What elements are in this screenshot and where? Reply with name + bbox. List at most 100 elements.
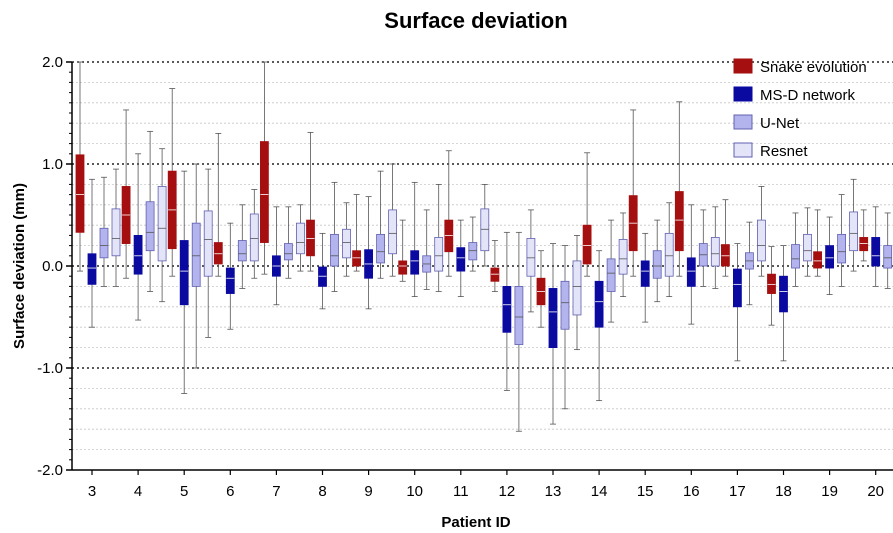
box-body	[514, 285, 524, 345]
box-8	[342, 202, 351, 277]
box-4	[145, 130, 155, 292]
box-15	[652, 219, 662, 303]
box-11	[468, 216, 478, 272]
x-tick-label: 18	[775, 483, 792, 500]
box-body	[526, 238, 536, 277]
box-body	[837, 233, 846, 264]
box-body	[237, 240, 247, 262]
legend-swatch	[733, 86, 753, 102]
grid-lines	[72, 61, 893, 451]
box-body	[813, 251, 822, 269]
box-18	[767, 246, 776, 326]
series-ms-d-network	[87, 153, 881, 425]
box-body	[572, 260, 582, 316]
box-13	[536, 250, 546, 328]
box-body	[179, 240, 189, 306]
box-body	[376, 233, 386, 264]
x-tick-label: 7	[272, 483, 280, 500]
legend-label: MS-D network	[760, 87, 856, 104]
box-7	[271, 206, 281, 306]
box-6	[237, 204, 247, 289]
x-tick-label: 19	[821, 483, 838, 500]
box-9	[352, 194, 362, 272]
box-12	[526, 209, 536, 313]
x-tick-label: 13	[545, 483, 562, 500]
box-13	[560, 245, 570, 410]
box-10	[410, 181, 420, 298]
x-tick-label: 20	[867, 483, 884, 500]
box-body	[779, 275, 788, 313]
box-13	[548, 243, 558, 425]
box-11	[444, 150, 454, 277]
box-10	[398, 219, 408, 282]
box-body	[594, 280, 604, 328]
y-tick-label: 1.0	[42, 156, 63, 173]
box-body	[883, 245, 893, 269]
box-19	[813, 209, 822, 277]
box-body	[606, 258, 616, 292]
box-4	[133, 153, 143, 321]
x-tick-label: 6	[226, 483, 234, 500]
box-20	[871, 206, 881, 287]
box-body	[283, 243, 293, 261]
x-tick-label: 16	[683, 483, 700, 500]
box-14	[582, 152, 592, 277]
box-18	[791, 212, 800, 287]
axes	[71, 62, 893, 471]
box-8	[318, 232, 327, 310]
box-body	[803, 233, 812, 262]
legend-item: MS-D network	[733, 86, 856, 104]
box-body	[652, 250, 662, 279]
box-16	[698, 209, 708, 287]
box-9	[376, 170, 386, 279]
box-4	[157, 148, 167, 303]
series-snake-evolution	[75, 61, 869, 328]
box-body	[306, 219, 315, 257]
box-body	[674, 191, 684, 252]
box-12	[514, 231, 524, 432]
box-13	[572, 234, 582, 351]
box-5	[179, 170, 189, 394]
box-body	[249, 213, 259, 262]
box-15	[664, 202, 674, 298]
box-3	[87, 178, 97, 328]
box-5	[191, 163, 201, 369]
chart-title: Surface deviation	[384, 8, 567, 33]
legend-swatch	[733, 114, 753, 130]
box-body	[721, 244, 730, 267]
x-tick-label: 14	[591, 483, 608, 500]
box-body	[490, 267, 500, 282]
box-body	[733, 268, 742, 308]
box-14	[594, 250, 604, 402]
box-16	[710, 206, 720, 289]
y-axis-ticks: 2.0 1.0 0.0 -1.0 -2.0	[37, 54, 72, 479]
x-tick-label: 9	[364, 483, 372, 500]
x-tick-label: 17	[729, 483, 746, 500]
box-10	[434, 183, 444, 292]
box-4	[121, 109, 131, 279]
box-body	[87, 253, 97, 285]
box-body	[859, 237, 869, 252]
box-body	[259, 141, 269, 243]
legend-item: U-Net	[733, 114, 800, 132]
box-body	[342, 228, 351, 259]
y-axis-label: Surface deviation (mm)	[11, 183, 28, 349]
legend-item: Resnet	[733, 142, 808, 160]
box-body	[560, 280, 570, 330]
legend-item: Snake evolution	[733, 58, 867, 76]
legend-swatch	[733, 58, 753, 74]
box-12	[502, 231, 512, 391]
box-3	[99, 176, 109, 287]
box-19	[825, 216, 834, 295]
box-5	[167, 88, 177, 277]
x-tick-label: 5	[180, 483, 188, 500]
box-body	[640, 260, 650, 287]
box-body	[398, 260, 408, 275]
x-tick-label: 10	[406, 483, 423, 500]
box-body	[849, 211, 858, 252]
box-9	[364, 196, 374, 310]
box-body	[468, 242, 478, 261]
box-body	[480, 208, 490, 252]
legend-label: Snake evolution	[760, 59, 867, 76]
